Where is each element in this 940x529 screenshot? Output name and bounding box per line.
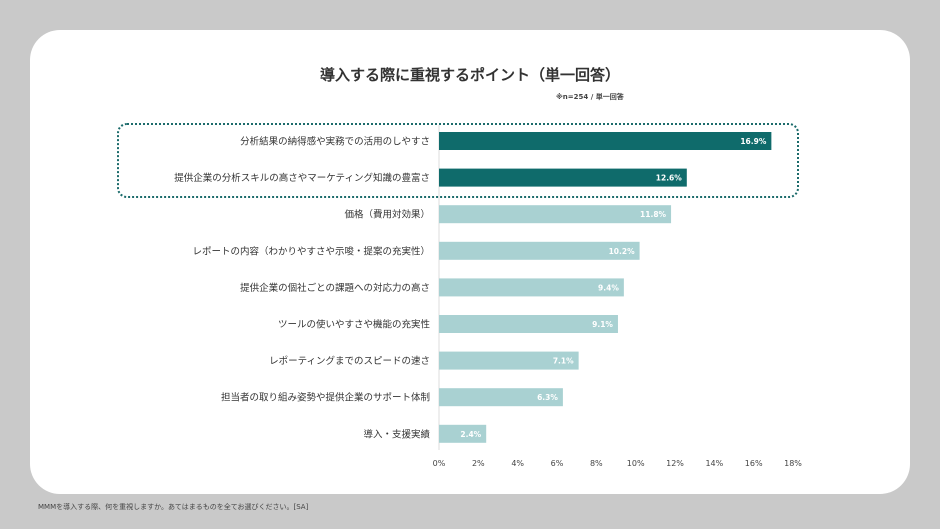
x-tick-label: 4% (511, 459, 524, 468)
x-tick-label: 18% (784, 459, 802, 468)
footnote: MMMを導入する際、何を重視しますか。あてはまるものを全てお選びください。[SA… (38, 503, 309, 511)
x-tick-label: 16% (745, 459, 763, 468)
category-label: 分析結果の納得感や実務での活用のしやすさ (240, 136, 430, 148)
data-label: 7.1% (553, 357, 574, 366)
data-label: 16.9% (740, 137, 767, 146)
category-label: 提供企業の個社ごとの課題への対応力の高さ (240, 282, 430, 294)
x-tick-label: 2% (472, 459, 485, 468)
category-label: ツールの使いやすさや機能の充実性 (278, 319, 431, 331)
data-label: 9.1% (592, 320, 613, 329)
data-label: 11.8% (640, 210, 667, 219)
category-label: 導入・支援実績 (363, 428, 430, 440)
bar (439, 315, 618, 333)
x-tick-label: 6% (551, 459, 564, 468)
data-label: 12.6% (656, 174, 683, 183)
x-tick-label: 8% (590, 459, 603, 468)
bar (439, 241, 640, 260)
data-label: 10.2% (609, 247, 636, 256)
category-label: 価格（費用対効果） (344, 209, 430, 221)
bar (439, 388, 563, 407)
bar (439, 205, 672, 224)
bar (439, 278, 624, 297)
category-label: レポートの内容（わかりやすさや示唆・提案の充実性） (192, 245, 430, 257)
x-tick-label: 10% (627, 459, 645, 468)
sample-note: ※n=254 / 単一回答 (556, 93, 624, 101)
bar (439, 424, 487, 443)
category-label: 担当者の取り組み姿勢や提供企業のサポート体制 (221, 392, 430, 404)
data-label: 9.4% (598, 283, 619, 292)
bar (439, 132, 772, 150)
x-tick-label: 0% (433, 459, 446, 468)
bar (439, 168, 687, 187)
highlight-box (117, 123, 799, 198)
x-tick-label: 12% (666, 459, 684, 468)
x-tick-label: 14% (705, 459, 723, 468)
chart-card (30, 30, 910, 494)
category-label: 提供企業の分析スキルの高さやマーケティング知識の豊富さ (174, 172, 430, 184)
category-label: レポーティングまでのスピードの速さ (269, 355, 430, 367)
chart-title: 導入する際に重視するポイント（単一回答） (319, 66, 620, 84)
data-label: 2.4% (460, 430, 481, 439)
bar (439, 351, 579, 370)
data-label: 6.3% (537, 393, 558, 402)
